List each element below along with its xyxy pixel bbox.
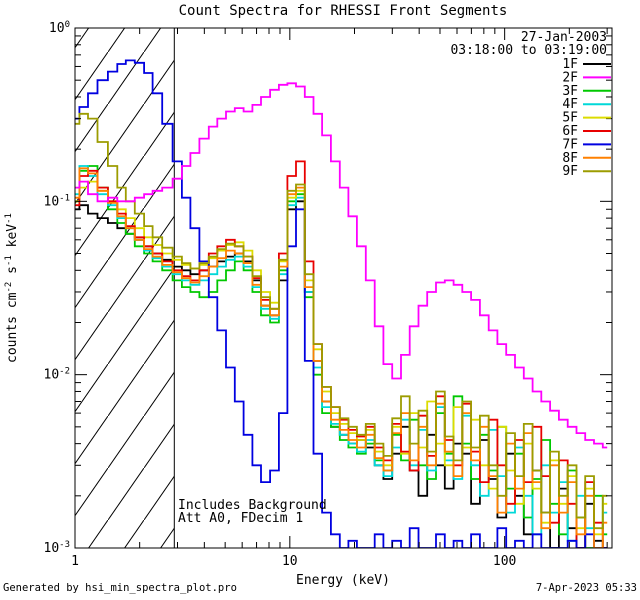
- footer-timestamp: 7-Apr-2023 05:33: [536, 582, 637, 594]
- legend-label-1F: 1F: [562, 57, 578, 72]
- series-3F: [75, 165, 608, 548]
- hatch-rect: [75, 28, 175, 548]
- includes-background-note: Includes Background: [178, 498, 327, 513]
- y-tick-label-10-1: 10-1: [44, 193, 71, 209]
- y-axis-label: counts cm-2 s-1 keV-1: [4, 213, 20, 363]
- legend-label-2F: 2F: [562, 70, 578, 85]
- series-9F: [75, 112, 608, 530]
- legend-label-6F: 6F: [562, 124, 578, 139]
- observation-date: 27-Jan-2003: [521, 30, 607, 45]
- x-tick-label-100: 100: [493, 554, 516, 569]
- y-tick-label-100: 100: [49, 20, 70, 36]
- legend-label-9F: 9F: [562, 164, 578, 179]
- series-7F: [75, 59, 608, 548]
- x-tick-label-10: 10: [282, 554, 298, 569]
- x-axis-label: Energy (keV): [296, 573, 390, 588]
- axes: 1 10 100 100 10-1 10-2 10-3 counts cm-2 s-1 keV…: [4, 20, 613, 569]
- legend-label-7F: 7F: [562, 137, 578, 152]
- series-5F: [75, 180, 608, 536]
- observation-time-range: 03:18:00 to 03:19:00: [450, 43, 607, 58]
- chart-title: Count Spectra for RHESSI Front Segments: [179, 3, 508, 19]
- y-tick-label-10-2: 10-2: [44, 367, 71, 383]
- series-8F: [75, 167, 608, 548]
- x-tick-label-1: 1: [71, 554, 79, 569]
- spectra-series-group: [75, 59, 608, 548]
- y-tick-label-10-3: 10-3: [44, 540, 71, 556]
- footer-generated-by: Generated by hsi_min_spectra_plot.pro: [3, 582, 237, 594]
- legend-label-3F: 3F: [562, 84, 578, 99]
- legend-label-8F: 8F: [562, 151, 578, 166]
- low-energy-hatch-region: [75, 28, 175, 548]
- attenuator-note: Att A0, FDecim 1: [178, 511, 303, 526]
- series-6F: [75, 160, 608, 548]
- series-4F: [75, 165, 608, 548]
- series-2F: [75, 82, 608, 449]
- legend-label-5F: 5F: [562, 111, 578, 126]
- legend-label-4F: 4F: [562, 97, 578, 112]
